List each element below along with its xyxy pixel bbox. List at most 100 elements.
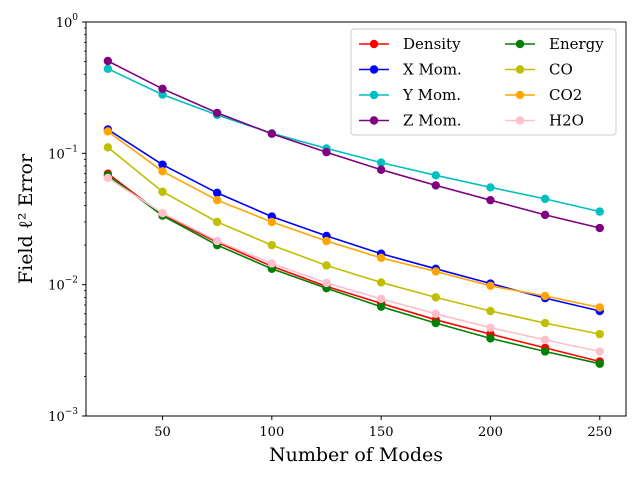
legend-swatch-marker (515, 90, 525, 100)
axis-layer: 50 100 150 200 250 10−3 10−2 10−1 100 (48, 13, 612, 440)
data-point (322, 148, 331, 157)
legend-label: CO2 (549, 86, 582, 104)
data-point (212, 217, 222, 227)
data-point (376, 165, 386, 174)
data-point (158, 90, 167, 99)
legend-item: Z Mom. (359, 112, 462, 130)
legend-swatch-marker (369, 90, 379, 100)
series-line (107, 68, 600, 213)
data-point (103, 143, 113, 152)
legend-item: X Mom. (359, 61, 462, 79)
legend-label: Density (403, 35, 461, 53)
legend-label: X Mom. (403, 61, 462, 79)
data-point (595, 223, 604, 233)
legend-swatch-marker (369, 65, 379, 74)
x-tick-label: 50 (154, 425, 171, 440)
legend-item: H2O (505, 112, 584, 130)
legend-swatch-marker (369, 39, 379, 49)
series-line (107, 60, 600, 229)
legend-item: Density (359, 35, 461, 53)
data-point (540, 318, 550, 328)
legend-item: Energy (505, 35, 604, 53)
series-h2o (103, 173, 604, 356)
series-line (107, 177, 600, 353)
data-point (540, 291, 550, 301)
data-point (267, 129, 277, 138)
series-line (107, 174, 600, 365)
data-point (431, 293, 440, 302)
data-point (376, 253, 386, 263)
legend-swatch-marker (369, 116, 379, 125)
data-point (212, 188, 222, 198)
data-point (158, 167, 167, 176)
data-point (540, 335, 550, 345)
series-layer (103, 56, 604, 368)
series-line (107, 130, 600, 309)
data-point (595, 207, 604, 216)
x-tick-label: 100 (259, 425, 284, 440)
data-point (486, 183, 495, 192)
legend-swatch-marker (515, 65, 525, 74)
data-point (158, 187, 167, 196)
data-point (431, 318, 440, 328)
data-point (486, 306, 495, 316)
legend-item: CO2 (505, 86, 582, 104)
series-co (103, 143, 604, 339)
data-point (595, 347, 604, 356)
data-point (376, 294, 386, 304)
series-z-mom- (103, 56, 604, 233)
x-axis-label: Number of Modes (269, 444, 443, 466)
legend-label: Y Mom. (402, 86, 461, 104)
x-tick-label: 150 (369, 425, 394, 440)
y-tick-label: 10−3 (48, 407, 78, 425)
data-point (486, 323, 495, 332)
legend-label: H2O (549, 112, 584, 130)
data-point (158, 209, 167, 218)
data-point (486, 281, 495, 291)
data-point (540, 210, 550, 220)
data-point (103, 56, 113, 66)
series-line (107, 146, 600, 335)
data-point (158, 84, 167, 94)
data-point (376, 158, 386, 167)
legend-item: Y Mom. (359, 86, 461, 104)
legend-label: Energy (549, 35, 604, 53)
data-point (103, 173, 113, 183)
legend-swatch-marker (515, 39, 525, 49)
data-point (595, 359, 604, 368)
x-tick-label: 200 (478, 425, 503, 440)
data-point (595, 329, 604, 339)
data-point (322, 261, 331, 270)
plot-frame (85, 21, 627, 417)
data-point (486, 334, 495, 343)
legend: Density X Mom. Y Mom. Z Mom. Energy CO CO2 H2O (350, 28, 617, 136)
data-point (431, 181, 440, 190)
data-point (322, 278, 331, 288)
data-point (267, 259, 277, 268)
legend-item: CO (505, 61, 573, 79)
legend-label: Z Mom. (403, 112, 462, 130)
data-point (431, 309, 440, 319)
data-point (431, 171, 440, 180)
data-point (103, 64, 113, 74)
data-point (540, 347, 550, 356)
data-point (322, 236, 331, 246)
data-point (540, 194, 550, 204)
data-point (103, 127, 113, 136)
data-point (267, 240, 277, 250)
y-tick-label: 10−2 (48, 276, 78, 294)
y-axis-label: Field ℓ² Error (15, 153, 37, 284)
data-point (212, 195, 222, 205)
series-line (107, 173, 600, 363)
series-co2 (103, 127, 604, 312)
y-tick-label: 100 (56, 13, 79, 31)
data-point (376, 302, 386, 311)
data-point (431, 267, 440, 276)
legend-label: CO (549, 61, 573, 79)
data-point (486, 195, 495, 205)
legend-swatch-marker (515, 116, 525, 125)
x-tick-label: 250 (587, 425, 612, 440)
data-point (267, 217, 277, 227)
data-point (212, 108, 222, 118)
